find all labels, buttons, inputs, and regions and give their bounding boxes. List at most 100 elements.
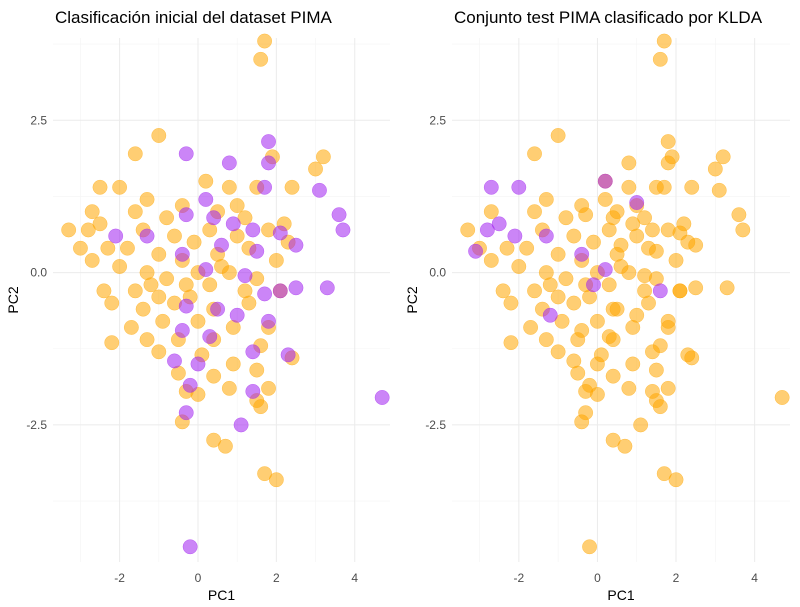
point-purple [198,262,214,277]
point-orange [550,128,566,143]
point-orange [72,240,88,256]
point-purple [272,283,288,299]
point-orange [550,344,566,360]
point-purple [288,280,304,296]
point-orange [104,335,120,351]
point-orange [644,344,660,360]
point-purple [178,146,194,162]
point-purple [586,277,601,293]
point-orange [527,146,542,162]
point-purple [261,313,276,329]
point-orange [84,252,100,268]
point-orange [566,295,582,311]
point-orange [206,432,222,448]
point-purple [139,228,155,244]
x-tick-label: 4 [751,571,758,585]
x-tick-label: 4 [351,571,358,585]
point-orange [660,134,676,150]
x-tick-label: -2 [513,571,524,585]
point-orange [206,368,222,384]
point-orange [151,128,167,143]
point-orange [151,344,167,360]
point-orange [523,319,539,335]
point-orange [511,259,527,274]
point-orange [633,417,649,433]
point-orange [660,380,676,396]
point-orange [159,210,175,226]
point-orange [308,161,323,177]
point-purple [288,237,304,253]
point-orange [499,240,515,256]
point-purple [198,192,214,207]
grid-right [452,38,790,562]
ticks-right: -2 0 2 4 -2.5 0.0 2.5 [425,113,758,585]
point-orange [221,380,237,396]
point-purple [210,301,226,317]
point-orange [127,283,143,299]
point-orange [80,222,96,238]
point-orange [237,210,253,226]
ticks-left: -2 0 2 4 -2.5 0.0 2.5 [26,113,358,585]
point-orange [617,438,633,454]
point-orange [711,182,727,198]
point-orange [621,380,637,396]
point-orange [214,259,229,274]
point-orange [123,319,139,335]
point-orange [92,179,108,195]
x-tick-label: 2 [673,571,680,585]
point-orange [460,222,476,238]
point-purple [597,262,613,277]
point-orange [241,295,257,311]
point-orange [538,332,554,348]
point-orange [731,207,747,223]
point-orange [637,210,653,226]
point-purple [202,329,218,345]
points-right [460,33,790,555]
point-orange [735,222,751,238]
point-orange [135,301,151,317]
point-orange [151,246,167,262]
y-axis-label-left: PC2 [5,286,21,313]
point-purple [374,390,390,405]
point-orange [268,252,284,268]
point-purple [233,417,249,433]
x-axis-label-left: PC1 [208,587,235,603]
point-orange [641,295,656,311]
point-orange [609,301,625,317]
x-tick-label: 2 [273,571,280,585]
point-orange [550,246,566,262]
point-orange [656,466,672,482]
point-purple [652,283,668,299]
point-orange [566,228,582,244]
point-orange [644,383,660,399]
point-orange [621,179,637,195]
point-orange [652,399,668,415]
point-orange [92,216,108,232]
point-orange [127,146,143,162]
point-orange [605,432,621,448]
point-orange [217,438,233,454]
point-orange [100,240,116,256]
point-orange [601,329,617,345]
point-orange [625,356,641,372]
point-orange [586,234,601,250]
point-orange [503,335,519,351]
point-orange [578,207,594,223]
panel-right: -2 0 2 4 -2.5 0.0 2.5 Conjunto test PIMA clasi… [404,8,790,603]
point-orange [542,277,558,293]
point-orange [672,283,688,299]
point-orange [613,237,629,253]
point-purple [245,383,261,399]
point-orange [637,268,653,284]
point-orange [644,222,660,238]
point-purple [225,216,241,232]
point-purple [507,228,523,244]
point-orange [558,271,574,287]
point-purple [542,307,558,323]
point-orange [527,204,542,220]
point-purple [249,243,265,259]
point-orange [495,283,511,299]
point-orange [660,313,676,329]
point-orange [127,204,143,220]
point-orange [61,222,77,238]
